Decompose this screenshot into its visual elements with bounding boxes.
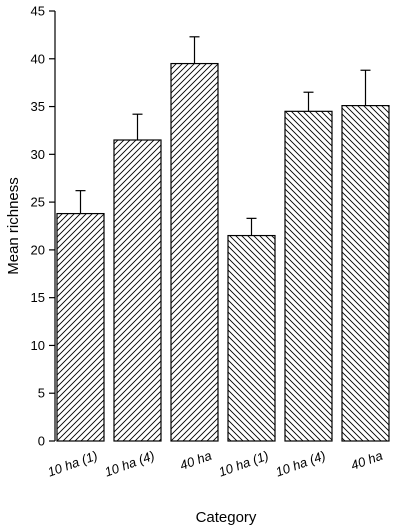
bar bbox=[341, 104, 390, 442]
bar bbox=[170, 62, 219, 442]
bar bbox=[227, 234, 276, 442]
y-tick-label: 5 bbox=[38, 386, 45, 401]
y-tick-label: 20 bbox=[31, 242, 45, 257]
y-tick-label: 10 bbox=[31, 338, 45, 353]
y-tick-label: 40 bbox=[31, 51, 45, 66]
y-tick-label: 0 bbox=[38, 434, 45, 449]
y-axis-label: Mean richness bbox=[5, 177, 22, 275]
x-axis-label: Category bbox=[196, 509, 257, 526]
y-tick-label: 25 bbox=[31, 195, 45, 210]
y-tick-label: 15 bbox=[31, 290, 45, 305]
x-tick-label: 40 ha bbox=[178, 448, 214, 473]
bar bbox=[113, 139, 162, 442]
bar bbox=[284, 110, 333, 442]
y-tick-label: 35 bbox=[31, 99, 45, 114]
bar bbox=[56, 212, 105, 442]
y-tick-label: 45 bbox=[31, 4, 45, 19]
x-tick-label: 10 ha (1) bbox=[45, 448, 99, 480]
x-tick-label: 10 ha (4) bbox=[102, 448, 156, 480]
x-tick-label: 10 ha (1) bbox=[216, 448, 270, 480]
x-tick-label: 10 ha (4) bbox=[273, 448, 327, 480]
y-tick-label: 30 bbox=[31, 147, 45, 162]
x-tick-label: 40 ha bbox=[349, 448, 385, 473]
